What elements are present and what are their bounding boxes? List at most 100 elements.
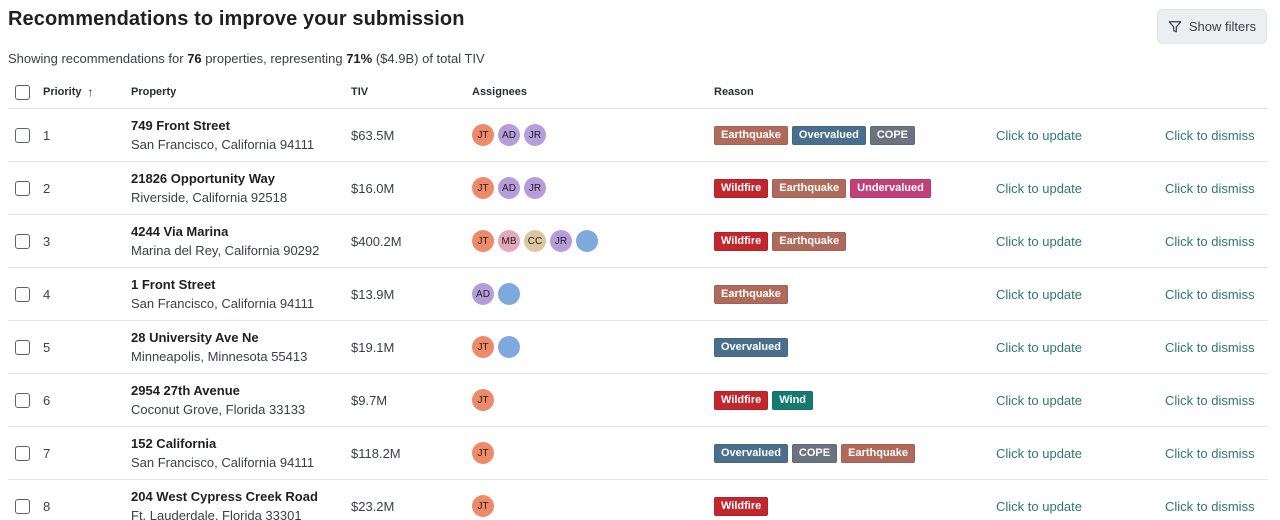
reason-cell: Earthquake Overvalued COPE	[714, 109, 916, 161]
update-link[interactable]: Click to update	[996, 498, 1082, 514]
update-link[interactable]: Click to update	[996, 127, 1082, 143]
tiv-cell: $19.1M	[351, 339, 395, 355]
reason-tag: Wildfire	[714, 178, 769, 198]
row-checkbox[interactable]	[15, 286, 30, 302]
table-row: 3 4244 Via Marina Marina del Rey, Californ…	[8, 215, 1268, 268]
tiv-cell: $23.2M	[351, 498, 395, 514]
assignee-avatar[interactable]	[498, 283, 520, 305]
row-checkbox[interactable]	[15, 233, 30, 249]
assignee-avatar[interactable]: AD	[472, 283, 494, 305]
update-link[interactable]: Click to update	[996, 445, 1082, 461]
priority-column-header[interactable]: Priority ↑	[43, 76, 94, 108]
select-all-checkbox[interactable]	[15, 84, 30, 100]
priority-cell: 4	[43, 286, 51, 302]
assignee-avatar[interactable]: JT	[472, 230, 494, 252]
priority-cell: 5	[43, 339, 51, 355]
dismiss-link[interactable]: Click to dismiss	[1165, 498, 1255, 514]
property-cell: 152 California San Francisco, California …	[131, 427, 314, 479]
tiv-cell: $63.5M	[351, 127, 395, 143]
priority-cell: 7	[43, 445, 51, 461]
reason-cell: Earthquake	[714, 268, 788, 320]
dismiss-link[interactable]: Click to dismiss	[1165, 127, 1255, 143]
row-checkbox[interactable]	[15, 392, 30, 408]
assignee-avatar[interactable]: AD	[498, 177, 520, 199]
update-link[interactable]: Click to update	[996, 339, 1082, 355]
property-name: 152 California	[131, 436, 217, 451]
assignee-avatar[interactable]: AD	[498, 124, 520, 146]
dismiss-link[interactable]: Click to dismiss	[1165, 233, 1255, 249]
dismiss-link[interactable]: Click to dismiss	[1165, 392, 1255, 408]
assignee-avatar[interactable]: JT	[472, 495, 494, 517]
filter-icon	[1168, 20, 1182, 32]
property-name: 204 West Cypress Creek Road	[131, 489, 318, 504]
assignee-avatar[interactable]: JT	[472, 124, 494, 146]
table-row: 6 2954 27th Avenue Coconut Grove, Florida …	[8, 374, 1268, 427]
reason-tag: Earthquake	[772, 231, 847, 251]
row-checkbox[interactable]	[15, 127, 30, 143]
reason-cell: Overvalued	[714, 321, 788, 373]
update-link[interactable]: Click to update	[996, 286, 1082, 302]
assignees-cell: AD	[472, 268, 520, 320]
property-address: Coconut Grove, Florida 33133	[131, 402, 306, 417]
reason-tag: Wildfire	[714, 496, 769, 516]
dismiss-link[interactable]: Click to dismiss	[1165, 286, 1255, 302]
assignees-cell: JT MB CC JR	[472, 215, 598, 267]
dismiss-link[interactable]: Click to dismiss	[1165, 445, 1255, 461]
summary-percent: 71%	[346, 51, 373, 66]
summary-text: Showing recommendations for 76 propertie…	[8, 51, 485, 66]
arrow-up-icon: ↑	[87, 85, 94, 99]
assignee-avatar[interactable]	[498, 336, 520, 358]
priority-cell: 3	[43, 233, 51, 249]
assignees-cell: JT AD JR	[472, 162, 546, 214]
property-cell: 28 University Ave Ne Minneapolis, Minneso…	[131, 321, 307, 373]
priority-cell: 6	[43, 392, 51, 408]
reason-cell: Wildfire	[714, 480, 769, 520]
update-link[interactable]: Click to update	[996, 392, 1082, 408]
row-checkbox[interactable]	[15, 339, 30, 355]
assignees-cell: JT	[472, 427, 494, 479]
assignees-cell: JT	[472, 321, 520, 373]
row-checkbox[interactable]	[15, 180, 30, 196]
table-row: 4 1 Front Street San Francisco, California…	[8, 268, 1268, 321]
assignee-avatar[interactable]: MB	[498, 230, 520, 252]
page-title: Recommendations to improve your submissi…	[8, 8, 465, 30]
update-link[interactable]: Click to update	[996, 233, 1082, 249]
dismiss-link[interactable]: Click to dismiss	[1165, 180, 1255, 196]
property-cell: 1 Front Street San Francisco, California …	[131, 268, 314, 320]
table-row: 1 749 Front Street San Francisco, Californ…	[8, 109, 1268, 162]
property-column-header: Property	[131, 86, 177, 98]
assignee-avatar[interactable]: JR	[524, 177, 546, 199]
priority-header-label: Priority	[43, 86, 82, 98]
row-checkbox[interactable]	[15, 498, 30, 514]
assignee-avatar[interactable]: JR	[524, 124, 546, 146]
property-cell: 204 West Cypress Creek Road Ft. Lauderdal…	[131, 480, 318, 520]
property-address: Marina del Rey, California 90292	[131, 243, 320, 258]
assignee-avatar[interactable]: JT	[472, 389, 494, 411]
assignees-cell: JT	[472, 374, 494, 426]
update-link[interactable]: Click to update	[996, 180, 1082, 196]
assignee-avatar[interactable]: JR	[550, 230, 572, 252]
reason-tag: Earthquake	[714, 125, 788, 145]
property-name: 21826 Opportunity Way	[131, 171, 275, 186]
summary-suffix: ($4.9B) of total TIV	[372, 51, 485, 66]
reason-tag: Overvalued	[791, 125, 866, 145]
priority-cell: 2	[43, 180, 51, 196]
reason-tag: Wildfire	[714, 390, 769, 410]
assignee-avatar[interactable]: JT	[472, 336, 494, 358]
tiv-column-header: TIV	[351, 86, 369, 98]
reason-cell: Wildfire Earthquake	[714, 215, 847, 267]
assignee-avatar[interactable]: JT	[472, 442, 494, 464]
assignee-avatar[interactable]: CC	[524, 230, 546, 252]
show-filters-button[interactable]: Show filters	[1157, 9, 1267, 44]
assignees-column-header: Assignees	[472, 86, 528, 98]
tiv-cell: $9.7M	[351, 392, 388, 408]
reason-tag: Earthquake	[772, 178, 847, 198]
assignee-avatar[interactable]	[576, 230, 598, 252]
priority-cell: 8	[43, 498, 51, 514]
dismiss-link[interactable]: Click to dismiss	[1165, 339, 1255, 355]
priority-cell: 1	[43, 127, 51, 143]
assignee-avatar[interactable]: JT	[472, 177, 494, 199]
reason-tag: Wildfire	[714, 231, 769, 251]
table-row: 8 204 West Cypress Creek Road Ft. Lauderda…	[8, 480, 1268, 520]
row-checkbox[interactable]	[15, 445, 30, 461]
